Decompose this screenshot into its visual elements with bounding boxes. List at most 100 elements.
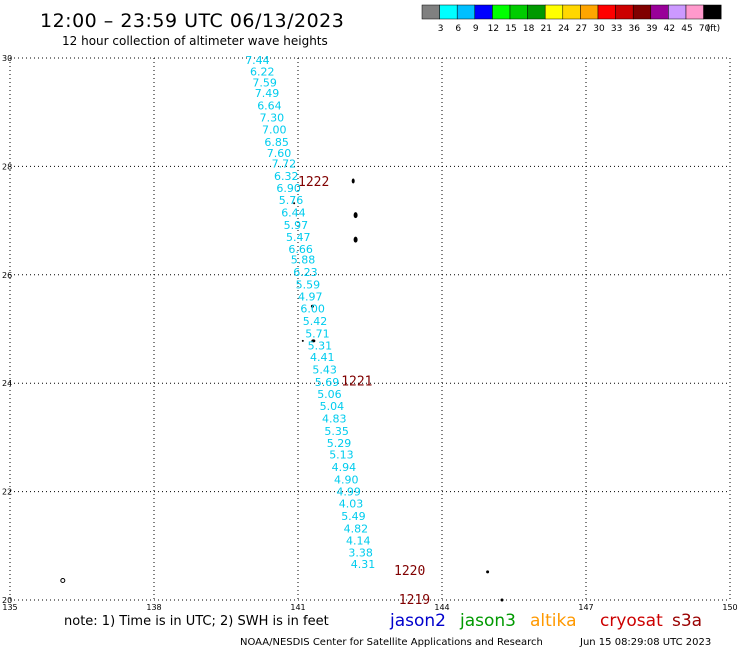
legend-swatch <box>544 4 564 20</box>
swh-value-label: 4.03 <box>339 498 364 511</box>
swh-value-label: 5.35 <box>324 425 349 438</box>
swh-value-label: 5.88 <box>291 254 316 267</box>
satellite-legend-jason2: jason2 <box>389 611 446 631</box>
legend-label: 9 <box>473 24 479 34</box>
x-tick-label: 135 <box>2 603 17 612</box>
swh-value-label: 6.44 <box>281 206 306 219</box>
x-tick-label: 138 <box>146 603 161 612</box>
footer-credit: NOAA/NESDIS Center for Satellite Applica… <box>240 637 543 648</box>
legend-label: 39 <box>646 24 658 34</box>
satellite-legend: jason2 jason3 altika cryosat s3a <box>389 611 702 631</box>
swh-value-label: 5.59 <box>296 279 321 292</box>
swh-value-label: 5.43 <box>312 364 337 377</box>
swh-value-label: 5.31 <box>308 339 333 352</box>
swh-value-label: 4.94 <box>332 461 357 474</box>
swh-value-label: 5.69 <box>315 376 340 389</box>
swh-value-label: 7.30 <box>260 112 285 125</box>
chart-subtitle: 12 hour collection of altimeter wave hei… <box>62 34 328 48</box>
legend-swatch <box>685 4 704 20</box>
swh-value-label: 5.97 <box>284 219 309 232</box>
legend-label: 36 <box>628 24 640 34</box>
swh-value-label: 4.41 <box>310 351 335 364</box>
legend-swatch <box>527 4 546 20</box>
swh-value-label: 4.31 <box>351 558 376 571</box>
legend-swatch <box>580 4 599 20</box>
swh-value-label: 4.90 <box>334 474 359 487</box>
legend-label: 30 <box>593 24 605 34</box>
swh-value-label: 7.44 <box>245 54 270 67</box>
swh-value-label: 6.90 <box>276 182 301 195</box>
legend-label: 6 <box>455 24 461 34</box>
legend-swatch <box>509 4 528 20</box>
legend-label: 12 <box>488 24 499 34</box>
swh-value-label: 5.29 <box>327 437 352 450</box>
swh-value-label: 6.32 <box>274 170 299 183</box>
legend-swatch <box>456 4 476 20</box>
legend-swatch <box>668 4 687 20</box>
swh-value-label: 5.49 <box>341 510 366 523</box>
island-marker <box>301 339 304 342</box>
axis-tick-labels: 135 138 141 144 147 150 20 22 24 26 28 30 <box>2 54 738 612</box>
island-marker <box>353 212 358 219</box>
swh-value-label: 6.22 <box>250 66 275 79</box>
legend-label: 27 <box>576 24 587 34</box>
swh-value-label: 6.00 <box>300 302 325 315</box>
swh-value-label: 5.42 <box>303 315 328 328</box>
legend-swatch <box>632 4 652 20</box>
swh-value-label: 4.97 <box>298 290 323 303</box>
legend-swatch <box>474 4 493 20</box>
swh-value-label: 4.99 <box>336 486 361 499</box>
chart-title: 12:00 – 23:59 UTC 06/13/2023 <box>40 10 344 32</box>
footer-note: note: 1) Time is in UTC; 2) SWH is in fe… <box>64 614 329 629</box>
island-marker <box>311 339 316 343</box>
legend-label: 42 <box>664 24 675 34</box>
pass-time-label: 1219 <box>399 593 430 608</box>
footer-timestamp: Jun 15 08:29:08 UTC 2023 <box>579 637 711 648</box>
legend-label: (ft) <box>707 24 721 34</box>
legend-label: 15 <box>505 24 516 34</box>
y-tick-label: 22 <box>2 488 12 497</box>
swh-value-label: 7.60 <box>267 147 292 160</box>
island-marker <box>486 570 490 574</box>
land-masses <box>60 178 504 602</box>
legend-swatch <box>615 4 634 20</box>
legend-label: 21 <box>540 24 551 34</box>
island-marker <box>310 304 314 308</box>
swh-value-label: 3.38 <box>348 546 373 559</box>
swh-value-label: 5.47 <box>286 231 311 244</box>
satellite-legend-altika: altika <box>530 611 577 631</box>
y-tick-label: 30 <box>2 54 12 63</box>
swh-value-label: 6.85 <box>264 136 289 149</box>
swh-value-label: 7.59 <box>252 76 277 89</box>
satellite-legend-s3a: s3a <box>672 611 702 631</box>
color-scale-legend: 3 6 9 12 15 18 21 24 27 30 33 36 39 42 45 70(ft) <box>421 4 722 34</box>
swh-value-label: 7.00 <box>262 124 287 137</box>
y-tick-label: 20 <box>2 596 12 605</box>
pass-time-label: 1221 <box>341 374 372 389</box>
swh-value-label: 5.76 <box>279 194 304 207</box>
x-tick-label: 144 <box>434 603 449 612</box>
swh-value-label: 7.49 <box>255 87 279 100</box>
swh-value-label: 4.83 <box>322 412 347 425</box>
swh-value-label: 6.23 <box>293 266 318 279</box>
legend-label: 24 <box>558 24 570 34</box>
y-tick-label: 24 <box>2 379 12 388</box>
satellite-legend-jason3: jason3 <box>459 611 516 631</box>
y-tick-label: 26 <box>2 271 12 280</box>
legend-swatch <box>597 4 616 20</box>
swh-value-label: 7.72 <box>272 158 297 171</box>
swh-value-label: 5.71 <box>305 327 330 340</box>
legend-label: 70 <box>699 24 711 34</box>
grid-lines <box>9 57 731 601</box>
pass-time-labels: 1222 1221 1220 1219 <box>298 175 430 608</box>
island-marker <box>500 598 504 602</box>
plot-area <box>10 58 730 600</box>
pass-time-label: 1220 <box>394 564 425 579</box>
legend-label: 3 <box>438 24 444 34</box>
swh-value-label: 5.13 <box>329 449 354 462</box>
legend-swatch <box>562 4 581 20</box>
swh-value-label: 4.82 <box>344 522 369 535</box>
legend-swatch <box>703 4 722 20</box>
pass-time-label: 1222 <box>298 175 329 190</box>
legend-label: 45 <box>681 24 692 34</box>
